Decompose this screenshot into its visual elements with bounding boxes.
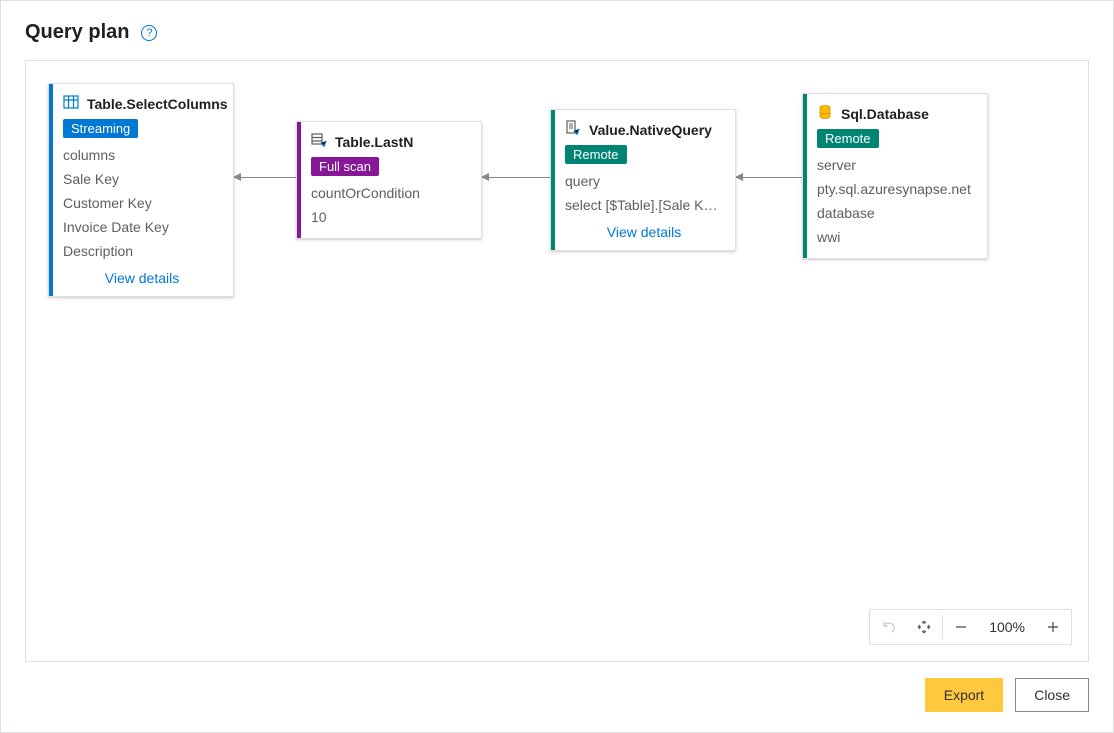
fit-to-screen-button[interactable] <box>906 609 942 645</box>
node-body: Remote queryselect [$Table].[Sale Ke…View… <box>551 145 735 250</box>
undo-icon <box>880 619 896 635</box>
zoom-toolbar: 100% <box>869 609 1072 645</box>
page-title: Query plan <box>25 21 129 44</box>
node-badge: Full scan <box>311 157 379 176</box>
undo-button[interactable] <box>870 609 906 645</box>
node-property: Description <box>63 240 221 262</box>
edge-arrow <box>736 177 802 178</box>
node-title: Table.SelectColumns <box>87 96 228 112</box>
plan-node[interactable]: Sql.Database Remote serverpty.sql.azuresyn… <box>802 93 988 259</box>
plan-node[interactable]: Table.SelectColumns Streaming columnsSale … <box>48 83 234 297</box>
node-header: Table.LastN <box>297 122 481 157</box>
dialog-footer: Export Close <box>25 662 1089 712</box>
close-button[interactable]: Close <box>1015 678 1089 712</box>
node-property: select [$Table].[Sale Ke… <box>565 194 723 216</box>
node-property: query <box>565 170 723 192</box>
minus-icon <box>953 619 969 635</box>
node-property: database <box>817 202 975 224</box>
node-body: Remote serverpty.sql.azuresynapse.netdata… <box>803 129 987 258</box>
node-accent <box>297 122 301 238</box>
node-badge: Remote <box>817 129 879 148</box>
node-accent <box>49 84 53 296</box>
query-plan-dialog: Query plan ? Table.SelectColumns Streamin… <box>0 0 1114 733</box>
plan-canvas[interactable]: Table.SelectColumns Streaming columnsSale … <box>25 60 1089 662</box>
edge-arrow <box>482 177 550 178</box>
fit-icon <box>916 619 932 635</box>
zoom-out-button[interactable] <box>943 609 979 645</box>
view-details-link[interactable]: View details <box>63 264 221 286</box>
node-badge: Remote <box>565 145 627 164</box>
node-property: countOrCondition <box>311 182 469 204</box>
plan-node[interactable]: Table.LastN Full scan countOrCondition10 <box>296 121 482 239</box>
native-query-icon <box>565 120 581 139</box>
node-header: Value.NativeQuery <box>551 110 735 145</box>
node-property: wwi <box>817 226 975 248</box>
node-property: pty.sql.azuresynapse.net <box>817 178 975 200</box>
node-title: Sql.Database <box>841 106 929 122</box>
node-title: Table.LastN <box>335 134 413 150</box>
plus-icon <box>1045 619 1061 635</box>
node-title: Value.NativeQuery <box>589 122 712 138</box>
dialog-header: Query plan ? <box>25 21 1089 44</box>
node-body: Streaming columnsSale KeyCustomer KeyInvo… <box>49 119 233 296</box>
node-accent <box>551 110 555 250</box>
node-badge: Streaming <box>63 119 138 138</box>
plan-node[interactable]: Value.NativeQuery Remote queryselect [$Tab… <box>550 109 736 251</box>
node-body: Full scan countOrCondition10 <box>297 157 481 238</box>
node-property: Sale Key <box>63 168 221 190</box>
database-icon <box>817 104 833 123</box>
zoom-in-button[interactable] <box>1035 609 1071 645</box>
node-header: Sql.Database <box>803 94 987 129</box>
table-columns-icon <box>63 94 79 113</box>
node-property: Invoice Date Key <box>63 216 221 238</box>
export-button[interactable]: Export <box>925 678 1003 712</box>
zoom-level: 100% <box>979 619 1035 635</box>
node-accent <box>803 94 807 258</box>
help-icon[interactable]: ? <box>141 25 157 41</box>
node-property: 10 <box>311 206 469 228</box>
node-property: server <box>817 154 975 176</box>
node-header: Table.SelectColumns <box>49 84 233 119</box>
table-lastn-icon <box>311 132 327 151</box>
edge-arrow <box>234 177 296 178</box>
node-property: columns <box>63 144 221 166</box>
node-property: Customer Key <box>63 192 221 214</box>
view-details-link[interactable]: View details <box>565 218 723 240</box>
